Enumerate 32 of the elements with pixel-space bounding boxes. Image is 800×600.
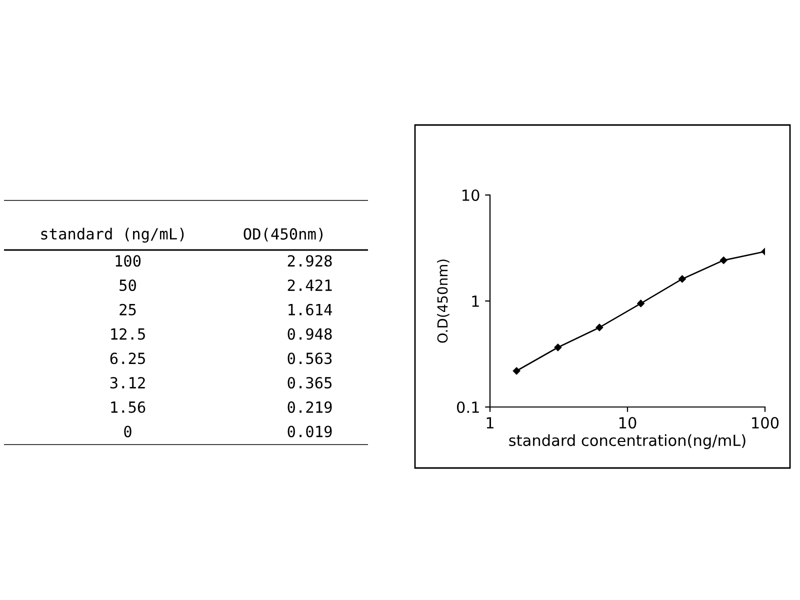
x-tick-label: 100	[752, 416, 779, 429]
category-label: 100	[116, 255, 141, 267]
category-label: 50	[120, 279, 136, 292]
y-tick-label: 0.1	[456, 401, 479, 414]
data-label: 2.421	[288, 279, 332, 291]
x-axis-title: standard concentration(ng/mL)	[509, 434, 746, 450]
y-tick-label: 10	[462, 189, 480, 202]
point	[512, 367, 520, 375]
category-label: 6.25	[110, 352, 145, 364]
category-label: 12.5	[111, 328, 145, 340]
data-label: 0.365	[288, 376, 332, 389]
point	[554, 344, 562, 352]
y-tick-label: 1	[472, 296, 479, 307]
data-label: 0.219	[288, 401, 332, 413]
data-label: 0.948	[288, 328, 332, 340]
point	[596, 324, 604, 332]
category-label: 3.12	[110, 376, 145, 389]
category-label: 0	[124, 426, 132, 438]
x-tick-label: 10	[619, 416, 636, 429]
text: standard (ng/mL)	[41, 228, 184, 243]
point	[678, 275, 686, 283]
category-label: 1.56	[111, 401, 146, 413]
data-label: 1.614	[288, 304, 332, 316]
point	[720, 256, 728, 264]
data-label: 0.563	[288, 352, 332, 364]
data-label: 0.019	[288, 426, 332, 438]
point	[637, 300, 644, 308]
data-label: 2.928	[288, 255, 332, 267]
x-tick-label: 1	[486, 417, 494, 428]
category-label: 25	[120, 304, 136, 316]
text: OD(450nm)	[244, 228, 322, 242]
y-axis-title: O.D(450nm)	[437, 260, 450, 343]
